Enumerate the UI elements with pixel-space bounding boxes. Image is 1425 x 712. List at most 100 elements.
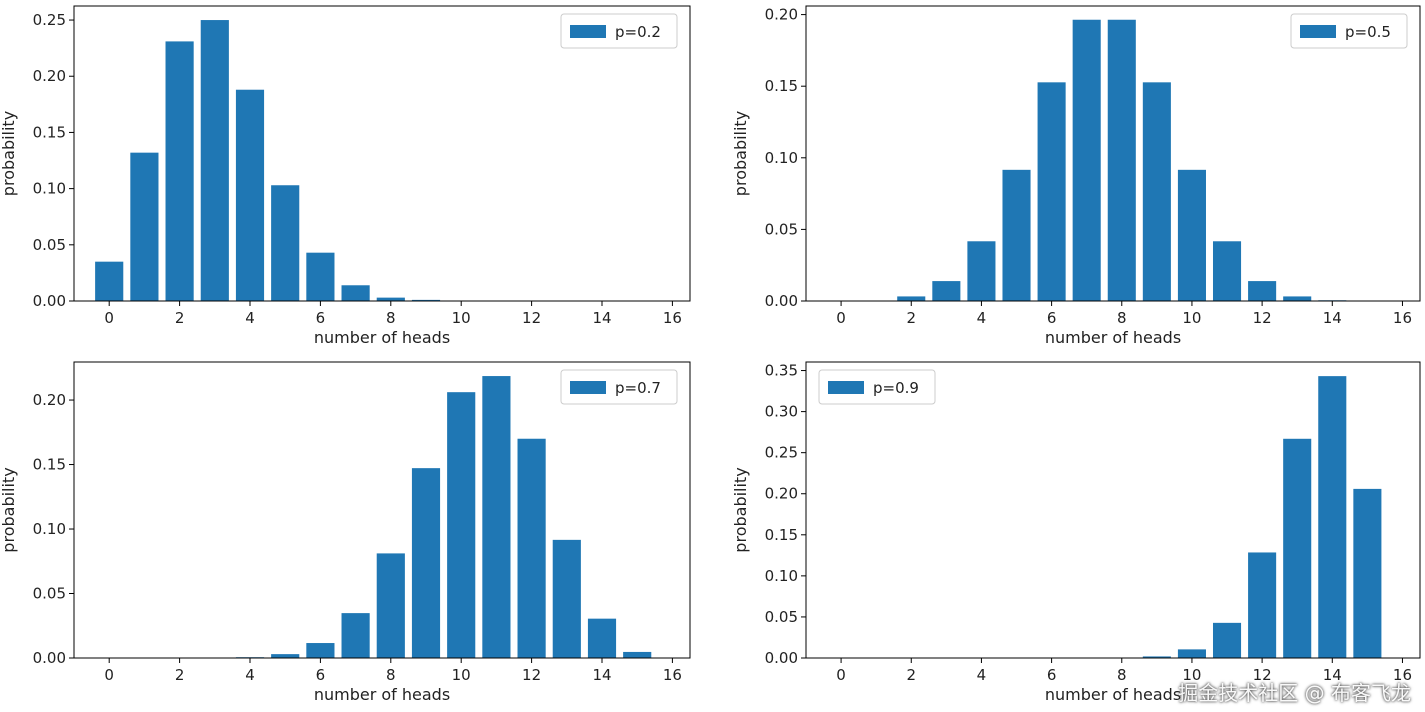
bar [932,281,961,301]
x-tick-label: 16 [1393,666,1412,684]
x-tick-label: 12 [522,309,541,327]
bar [376,297,405,301]
bar [517,438,546,658]
legend: p=0.5 [1290,13,1408,49]
y-tick-label: 0.05 [765,608,798,626]
y-tick-label: 0.20 [33,391,66,409]
y-tick-label: 0.05 [33,236,66,254]
chart-panel-3: 0 2 4 6 8 10 12 14 16 0.00 0.05 0.10 0.15 0.20 number … [0,361,691,704]
x-tick-label: 8 [1117,666,1127,684]
legend: p=0.7 [560,369,678,405]
y-tick-label: 0.20 [765,6,798,24]
y-tick-label: 0.35 [765,362,798,380]
chart-panel-1: 0 2 4 6 8 10 12 14 16 0.00 0.05 0.10 0.15 0.20 0.25 num… [0,5,691,347]
bar [552,539,581,658]
bar [1283,296,1312,301]
bar [306,252,335,301]
x-tick-label: 8 [386,666,396,684]
bar [376,553,405,658]
y-tick-label: 0.25 [33,11,66,29]
bar [271,654,300,658]
bar [623,651,652,658]
bar [1212,241,1242,301]
x-tick-label: 6 [1047,309,1057,327]
bar [235,89,265,301]
bar [1002,169,1031,301]
y-tick-label: 0.00 [765,292,798,310]
bar [1212,622,1242,658]
axes-frame [805,361,1421,659]
y-axis-label: probability [0,467,18,552]
legend-label: p=0.7 [615,379,661,397]
x-tick-label: 6 [316,666,326,684]
bar [1107,19,1136,301]
legend-box [818,369,936,405]
x-tick-label: 8 [386,309,396,327]
axes-frame [73,361,691,659]
y-tick-label: 0.05 [765,220,798,238]
x-tick-label: 2 [906,666,916,684]
y-tick-label: 0.15 [765,526,798,544]
bar [341,285,370,301]
bar [411,468,441,658]
x-tick-label: 14 [1323,309,1342,327]
x-tick-label: 0 [104,666,114,684]
bar [967,241,996,301]
x-tick-label: 0 [836,666,846,684]
x-tick-label: 16 [663,309,682,327]
x-tick-label: 14 [592,309,611,327]
legend-box [1290,13,1408,49]
bar [165,41,194,302]
x-tick-label: 4 [245,309,255,327]
legend-swatch [1300,25,1336,38]
y-tick-label: 0.10 [33,520,66,538]
chart-panel-2: 0 2 4 6 8 10 12 14 16 0.00 0.05 0.10 0.15 0.20 number … [731,5,1421,347]
legend-label: p=0.9 [873,379,919,397]
bar [1177,169,1206,301]
legend-box [560,13,678,49]
x-axis-label: number of heads [314,685,450,704]
bar [447,392,476,658]
x-tick-label: 4 [977,666,987,684]
y-tick-label: 0.00 [33,649,66,667]
y-tick-label: 0.10 [765,149,798,167]
x-tick-label: 0 [104,309,114,327]
x-tick-label: 10 [452,309,471,327]
y-axis-label: probability [731,467,750,552]
x-tick-label: 2 [906,309,916,327]
bar [411,299,441,301]
y-tick-label: 0.20 [33,67,66,85]
y-tick-label: 0.10 [765,567,798,585]
chart-panel-4: 0 2 4 6 8 10 12 14 16 0.00 0.05 0.10 0.15 0.20 0.25 0.3… [731,361,1421,704]
bar [1318,376,1347,658]
bar [897,296,926,301]
bar [130,152,159,301]
x-tick-label: 16 [663,666,682,684]
axes-frame [73,5,691,302]
y-tick-label: 0.00 [33,292,66,310]
bar [1177,649,1206,658]
x-tick-label: 16 [1393,309,1412,327]
axes-frame [805,5,1421,302]
x-tick-label: 12 [1253,666,1272,684]
legend: p=0.2 [560,13,678,49]
x-tick-label: 8 [1117,309,1127,327]
y-tick-label: 0.00 [765,649,798,667]
x-axis-label: number of heads [314,328,450,347]
bar [341,613,370,658]
bar [1142,656,1171,658]
bar [482,376,511,658]
y-axis-label: probability [731,111,750,196]
legend: p=0.9 [818,369,936,405]
bar [1142,82,1171,301]
x-tick-label: 10 [1182,309,1201,327]
bar [271,185,300,301]
x-axis-label: number of heads [1045,685,1181,704]
x-axis-label: number of heads [1045,328,1181,347]
x-tick-label: 0 [836,309,846,327]
bar [1283,438,1312,658]
x-tick-label: 6 [1047,666,1057,684]
y-tick-label: 0.30 [765,403,798,421]
legend-label: p=0.2 [615,23,661,41]
y-tick-label: 0.15 [765,77,798,95]
